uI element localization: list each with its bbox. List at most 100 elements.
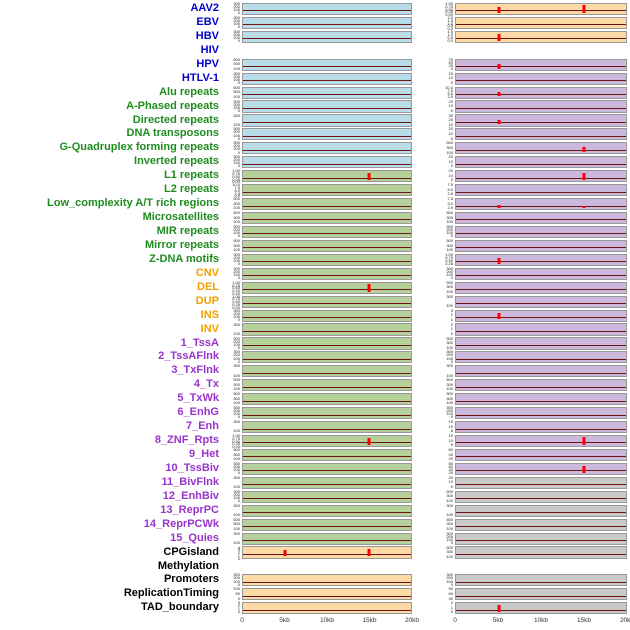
y-tick-label: 100	[233, 93, 240, 99]
left-track	[242, 198, 412, 211]
signal-baseline	[243, 121, 411, 123]
y-tick-label: 7.5	[447, 87, 453, 93]
signal-baseline	[456, 275, 626, 277]
left-track-panel	[242, 504, 412, 518]
left-y-axis-ticks	[222, 44, 242, 58]
signal-baseline	[456, 372, 626, 374]
y-tick-label: 300	[446, 225, 453, 229]
y-tick-label: 0	[450, 414, 453, 420]
y-tick-label: 5	[450, 428, 453, 434]
right-track	[455, 295, 627, 308]
column-gap	[412, 462, 435, 476]
left-track-panel	[242, 72, 412, 86]
track-row: 5_TxWk 500 300 100 500 300 100	[0, 392, 630, 406]
right-y-axis-ticks: 7.5 5.0 2.5	[435, 197, 455, 211]
right-track	[455, 588, 627, 601]
y-tick-label: 300	[446, 350, 453, 355]
row-label: Microsatellites	[142, 211, 219, 224]
column-gap	[412, 197, 435, 211]
right-track	[455, 602, 627, 615]
y-tick-label: 25	[448, 62, 453, 68]
signal-baseline	[243, 177, 411, 179]
column-gap	[412, 601, 435, 615]
right-track-panel	[455, 267, 627, 281]
column-gap	[412, 16, 435, 30]
left-track	[242, 253, 412, 266]
y-tick-label: 300	[233, 71, 240, 76]
right-track-panel	[455, 601, 627, 615]
signal-baseline	[243, 275, 411, 277]
row-label: 4_Tx	[193, 378, 219, 391]
y-tick-label: 0	[450, 539, 453, 545]
right-track	[455, 142, 627, 155]
signal-baseline	[456, 219, 626, 221]
y-tick-label: 2	[450, 312, 453, 318]
right-track	[455, 100, 627, 113]
left-track-panel	[242, 364, 412, 378]
signal-spike	[582, 147, 585, 153]
left-track	[242, 602, 412, 615]
y-tick-label: 30	[448, 595, 453, 601]
right-axis-tick-spacer	[435, 615, 455, 629]
right-y-axis-ticks: 300 100	[435, 364, 455, 378]
column-gap	[412, 2, 435, 16]
y-tick-label: 100	[233, 511, 240, 517]
y-tick-label: 200	[233, 129, 240, 135]
right-y-axis-ticks: 500 300 100	[435, 239, 455, 253]
signal-spike	[497, 64, 500, 69]
y-tick-label: 0.25	[232, 441, 240, 447]
signal-baseline	[456, 38, 626, 40]
track-row: HTLV-1 300 200 100 0 20 10 0	[0, 72, 630, 86]
left-y-axis-ticks: 300 200 100 0	[222, 16, 242, 30]
y-tick-label: 500	[446, 489, 453, 494]
signal-spike	[367, 284, 371, 292]
track-row: DEL 1.00 0.75 0.50 0.25 0.00 500 300 100	[0, 281, 630, 295]
right-track	[455, 239, 627, 252]
y-tick-label: 2.5	[447, 205, 453, 211]
y-tick-label: 300	[233, 322, 240, 327]
y-tick-label: 100	[446, 230, 453, 236]
left-track	[242, 546, 412, 559]
column-gap	[412, 169, 435, 183]
signal-baseline	[456, 94, 626, 96]
signal-spike	[497, 6, 500, 13]
signal-baseline	[243, 484, 411, 486]
y-tick-label: 500	[233, 85, 240, 90]
signal-baseline	[456, 358, 626, 360]
y-tick-label: 500	[446, 545, 453, 550]
left-y-axis-ticks: 500 300 100	[222, 86, 242, 100]
signal-baseline	[243, 10, 411, 12]
left-track	[242, 184, 412, 197]
y-tick-label: 7.5	[447, 183, 453, 188]
column-gap	[412, 504, 435, 518]
track-row: Microsatellites 500 300 100 500 300 100	[0, 211, 630, 225]
y-tick-label: 300	[446, 395, 453, 401]
y-tick-label: 2	[450, 322, 453, 327]
y-tick-label: 100	[233, 7, 240, 13]
right-track-panel	[455, 155, 627, 169]
signal-baseline	[243, 442, 411, 444]
signal-baseline	[243, 247, 411, 249]
left-track	[242, 225, 412, 239]
signal-baseline	[243, 428, 411, 430]
y-tick-label: 100	[233, 587, 240, 592]
right-track-panel	[455, 587, 627, 601]
right-track	[455, 267, 627, 280]
y-tick-label: 40	[448, 467, 453, 473]
y-tick-label: 300	[233, 225, 240, 229]
y-tick-label: 0	[237, 135, 240, 141]
column-gap	[412, 141, 435, 155]
right-y-axis-ticks: 500 300 100	[435, 490, 455, 504]
signal-spike	[497, 119, 500, 125]
left-track-panel	[242, 197, 412, 211]
left-track	[242, 58, 412, 71]
y-tick-label: 300	[446, 242, 453, 248]
row-label: Alu repeats	[159, 85, 219, 98]
signal-baseline	[456, 289, 626, 291]
y-tick-label: 20	[448, 127, 453, 132]
y-tick-label: 1	[450, 326, 453, 332]
y-tick-label: 300	[233, 381, 240, 387]
row-label: CPGisland	[163, 545, 219, 558]
right-track-panel	[455, 434, 627, 448]
